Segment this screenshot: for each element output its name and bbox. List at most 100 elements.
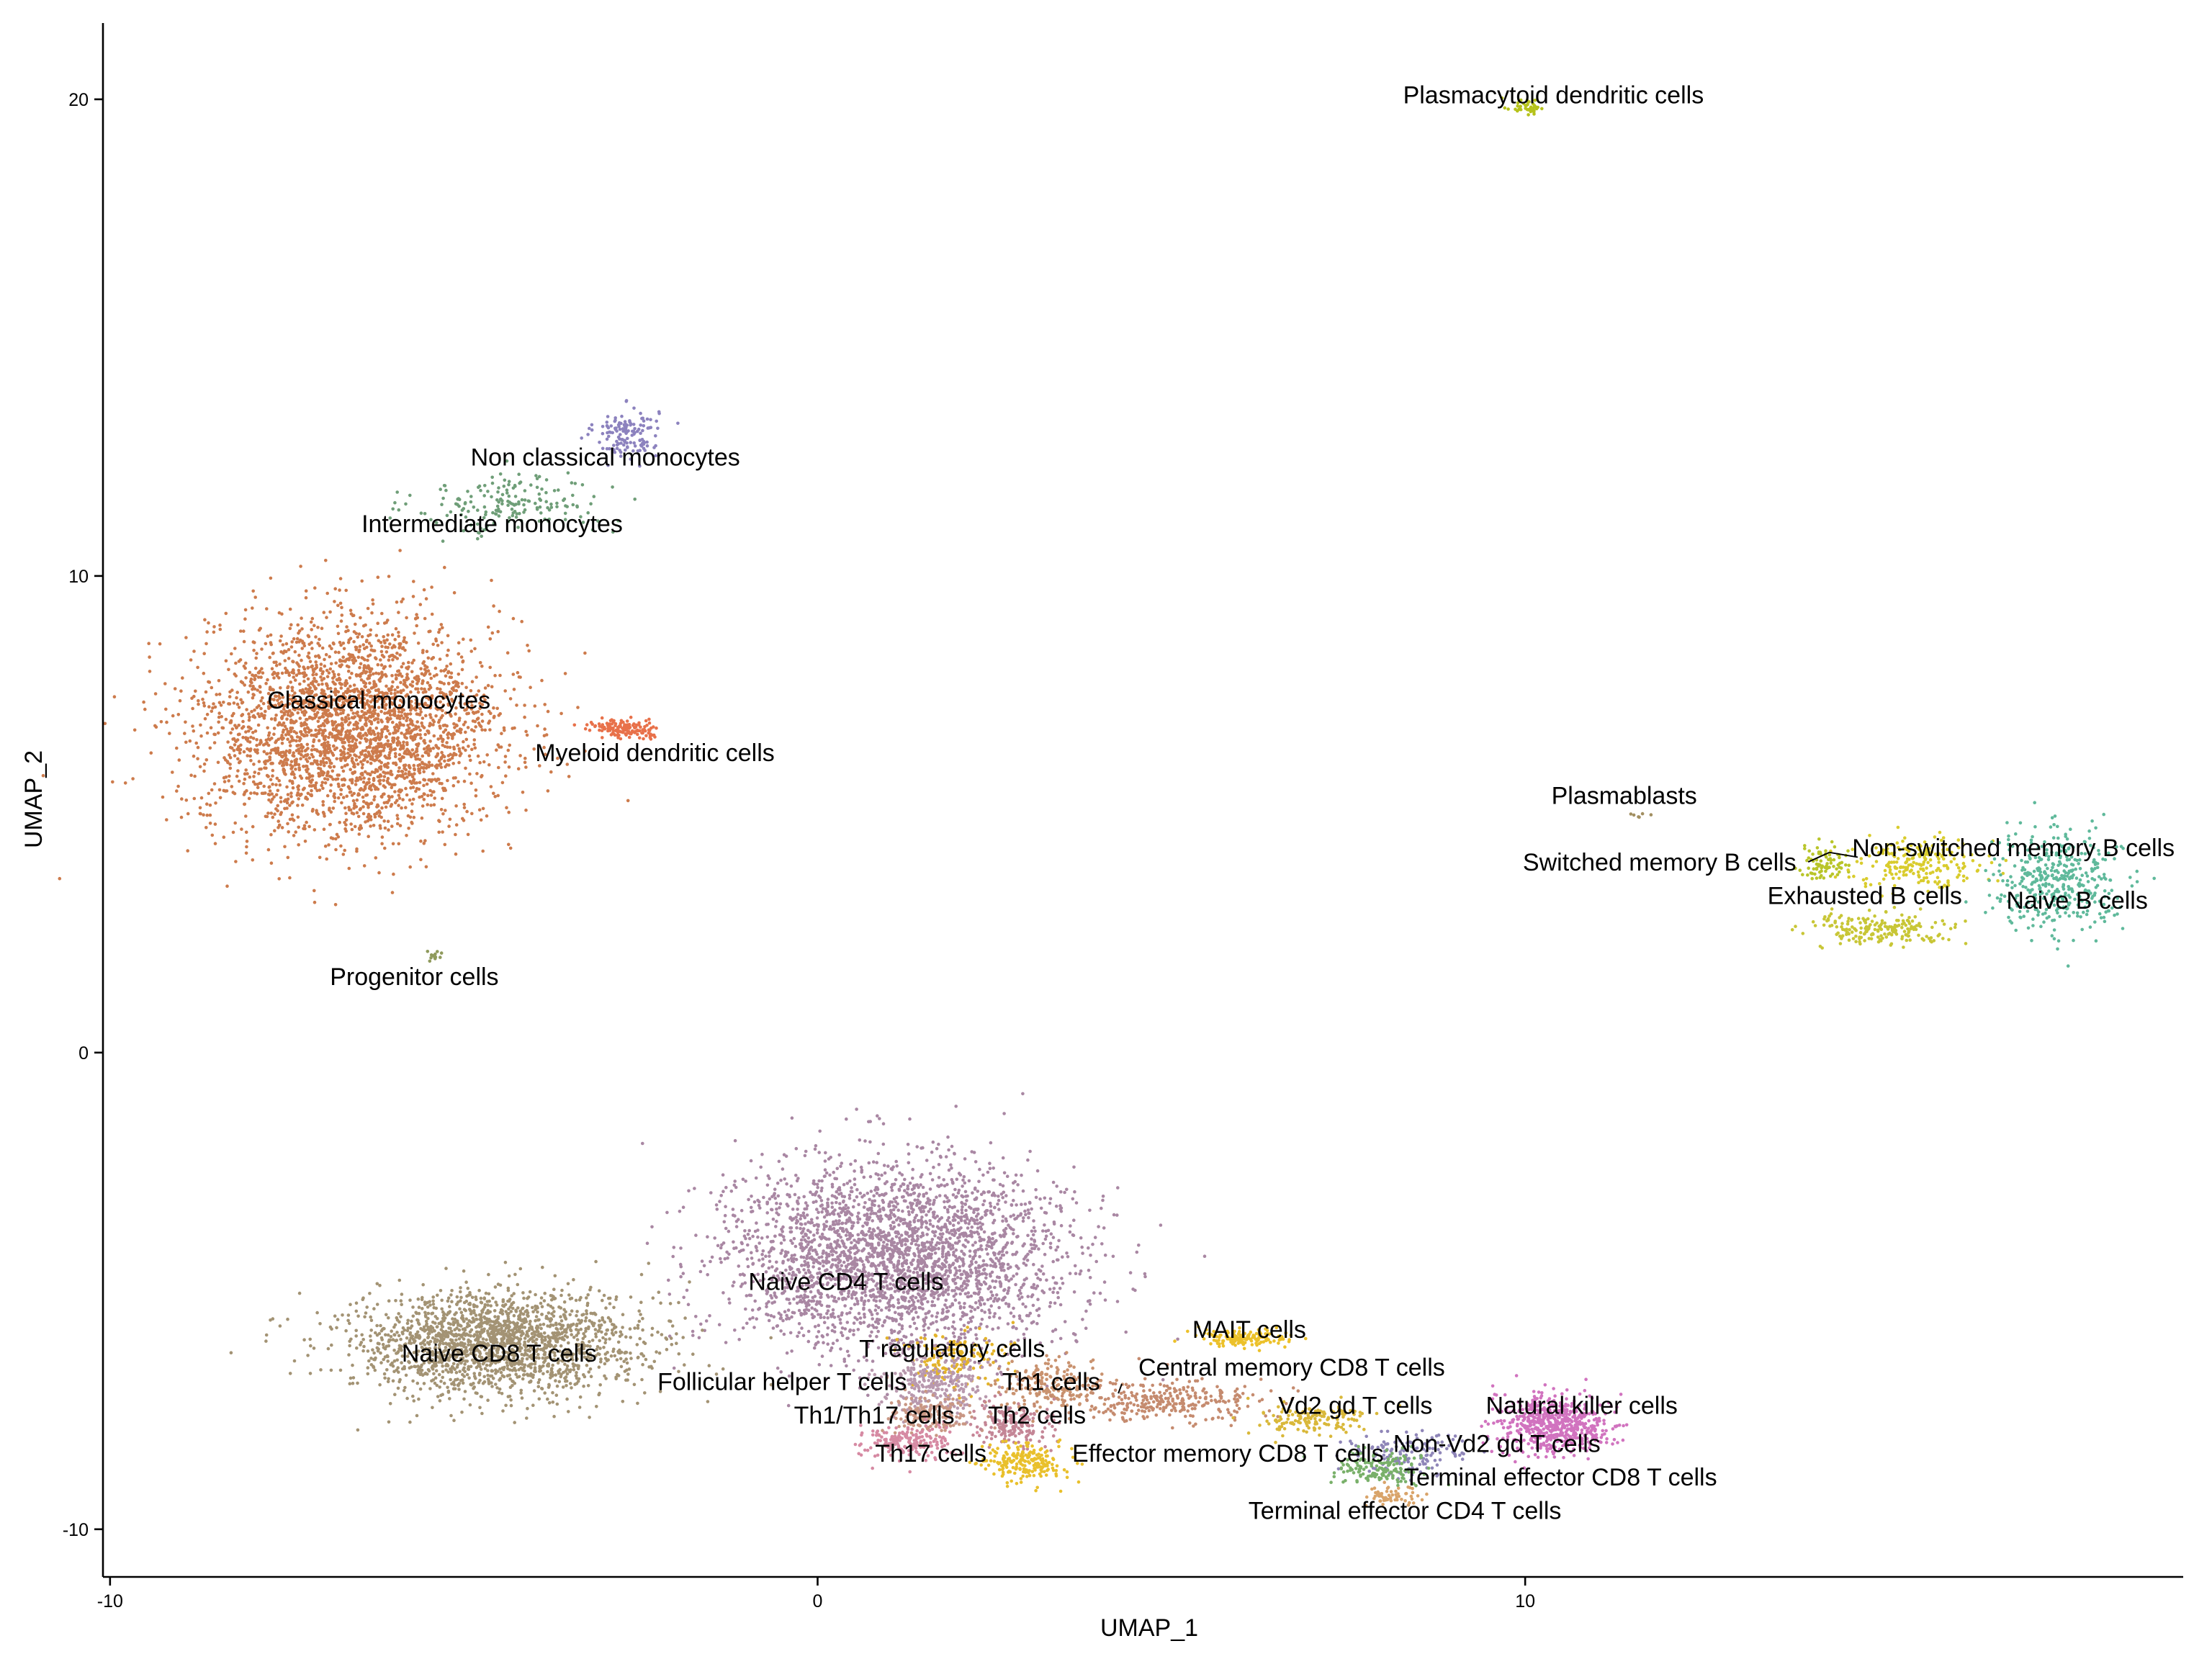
data-point — [500, 493, 505, 497]
data-point — [732, 1240, 735, 1244]
data-point — [363, 711, 367, 715]
data-point — [422, 765, 426, 770]
data-point — [933, 1233, 937, 1238]
data-point — [503, 760, 507, 764]
data-point — [343, 764, 347, 768]
data-point — [425, 782, 429, 786]
data-point — [405, 741, 409, 745]
data-point — [328, 822, 332, 827]
data-point — [625, 727, 629, 731]
data-point — [266, 848, 271, 852]
data-point — [271, 652, 275, 655]
data-point — [407, 660, 410, 665]
data-point — [467, 711, 470, 716]
data-point — [418, 770, 422, 775]
data-point — [326, 770, 330, 774]
data-point — [440, 796, 444, 801]
data-point — [620, 414, 624, 418]
cluster-points — [1794, 837, 1851, 881]
data-point — [386, 756, 390, 760]
data-point — [1540, 107, 1544, 111]
data-point — [1500, 96, 1504, 100]
data-point — [334, 837, 338, 841]
data-point — [1902, 870, 1906, 873]
data-point — [291, 781, 295, 785]
data-point — [1039, 1206, 1043, 1210]
data-point — [249, 759, 253, 763]
data-point — [377, 779, 381, 783]
data-point — [377, 706, 381, 709]
data-point — [509, 502, 513, 505]
data-point — [422, 660, 426, 664]
data-point — [457, 760, 461, 765]
data-point — [396, 690, 400, 694]
data-point — [410, 822, 414, 825]
data-point — [318, 855, 322, 860]
data-point — [562, 498, 565, 503]
data-point — [368, 670, 372, 674]
data-point — [451, 680, 455, 685]
data-point — [2103, 920, 2107, 923]
data-point — [631, 729, 634, 733]
data-point — [1640, 811, 1645, 816]
data-point — [261, 743, 266, 747]
data-point — [414, 757, 418, 761]
data-point — [269, 641, 273, 644]
data-point — [618, 422, 621, 426]
data-point — [446, 634, 450, 638]
data-point — [520, 498, 524, 502]
data-point — [476, 754, 480, 758]
data-point — [300, 639, 305, 643]
data-point — [233, 821, 238, 825]
data-point — [282, 721, 286, 725]
data-point — [503, 755, 508, 758]
data-point — [1929, 863, 1933, 868]
data-point — [257, 772, 261, 775]
data-point — [428, 788, 432, 793]
data-point — [154, 725, 158, 729]
data-point — [1810, 876, 1814, 881]
data-point — [1829, 912, 1833, 916]
data-point — [320, 672, 325, 675]
data-point — [598, 441, 601, 444]
data-point — [1002, 1228, 1006, 1232]
data-point — [412, 752, 415, 756]
data-point — [307, 784, 312, 788]
data-point — [1832, 865, 1835, 868]
data-point — [277, 877, 282, 881]
data-point — [314, 655, 318, 658]
data-point — [194, 689, 197, 693]
data-point — [374, 671, 378, 675]
data-point — [508, 743, 511, 747]
data-point — [449, 712, 452, 716]
cluster-points — [1790, 905, 1968, 950]
data-point — [470, 811, 474, 816]
data-point — [618, 427, 622, 431]
data-point — [321, 800, 325, 804]
data-point — [844, 1233, 848, 1237]
data-point — [465, 809, 469, 814]
data-point — [2072, 938, 2075, 943]
data-point — [588, 426, 591, 431]
data-point — [391, 736, 395, 740]
data-point — [387, 828, 390, 832]
data-point — [356, 714, 360, 718]
data-point — [1014, 1282, 1017, 1287]
data-point — [386, 776, 390, 781]
data-point — [306, 677, 310, 681]
data-point — [2064, 877, 2067, 881]
data-point — [371, 602, 375, 606]
data-point — [513, 726, 516, 730]
data-point — [484, 510, 488, 514]
data-point — [1916, 870, 1920, 874]
data-point — [1092, 1291, 1096, 1295]
data-point — [436, 747, 441, 750]
data-point — [313, 828, 317, 832]
data-point — [268, 785, 271, 788]
data-point — [322, 611, 326, 614]
data-point — [337, 650, 341, 655]
data-point — [483, 686, 487, 690]
data-point — [642, 727, 646, 732]
data-point — [1925, 866, 1928, 870]
data-point — [1927, 937, 1931, 940]
